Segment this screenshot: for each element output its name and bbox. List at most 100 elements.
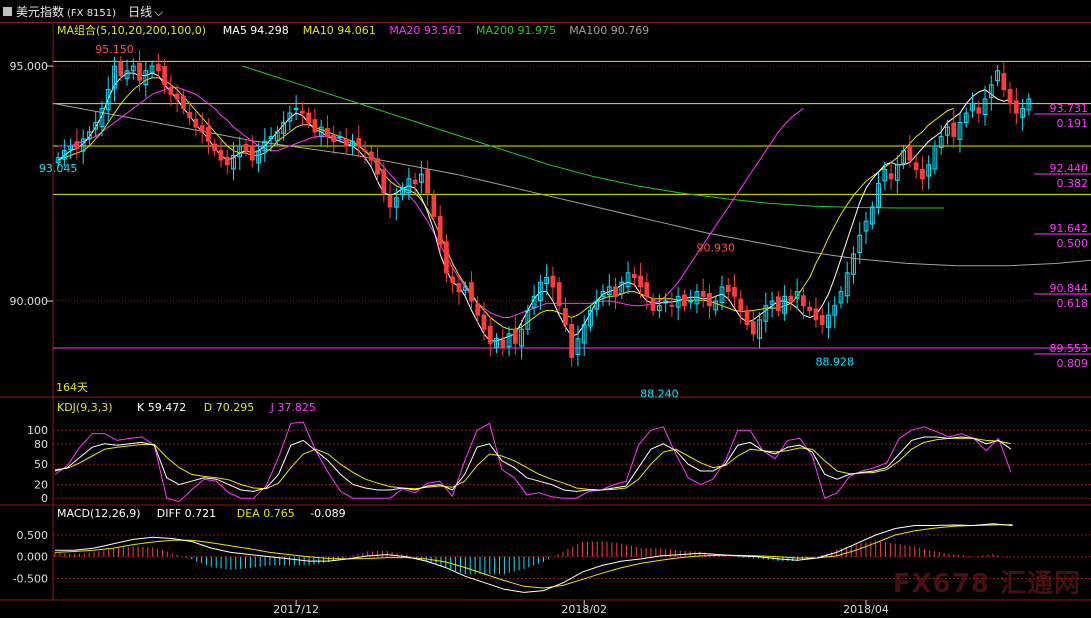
candle-body: [199, 125, 205, 133]
candle-body: [757, 319, 762, 339]
candle-body: [876, 183, 881, 208]
candle-body: [719, 286, 725, 303]
price-annotation: 90.930: [696, 241, 735, 254]
candle-body: [581, 324, 587, 344]
candle-body: [588, 309, 593, 327]
kdj-j-line: [54, 421, 1012, 503]
candle-body: [788, 295, 794, 302]
candle-body: [569, 324, 575, 358]
candle-body: [300, 110, 305, 114]
candle-body: [249, 145, 255, 161]
candle-body: [807, 306, 813, 311]
bars-count-label: 164天: [56, 381, 88, 394]
candle-body: [982, 98, 988, 115]
price-annotation: 88.928: [815, 355, 854, 368]
candle-body: [325, 128, 330, 138]
candle-body: [469, 282, 474, 302]
candle-body: [237, 145, 243, 158]
candle-body: [168, 87, 174, 95]
candle-body: [707, 293, 712, 307]
candle-body: [162, 66, 167, 86]
legend-item: -0.089: [310, 507, 345, 520]
candle-body: [882, 168, 888, 182]
candle-body: [575, 338, 581, 356]
candle-body: [819, 315, 825, 326]
candle-body: [512, 329, 518, 344]
candle-body: [763, 305, 769, 322]
candle-body: [262, 140, 268, 152]
candle-body: [137, 62, 142, 81]
candle-body: [143, 70, 149, 85]
symbol-code: (FX 8151): [67, 7, 117, 19]
candle-body: [650, 298, 656, 311]
macd-dea-line: [54, 524, 1013, 589]
time-tick-label: 2017/12: [273, 603, 319, 616]
macd-tick-label: -0.500: [13, 572, 48, 585]
candle-body: [444, 241, 449, 274]
candle-body: [287, 112, 293, 122]
price-tick-label: 90.000: [10, 295, 49, 308]
period-label: 日线: [128, 4, 153, 19]
legend-item: MA200 91.975: [476, 24, 556, 37]
fib-level-value: 89.553: [1050, 342, 1089, 355]
candle-body: [412, 179, 418, 185]
candle-body: [926, 164, 932, 177]
fib-level-ratio: 0.809: [1057, 357, 1089, 370]
macd-diff-line: [55, 523, 1013, 593]
candle-body: [920, 168, 925, 180]
candle-body: [669, 304, 675, 307]
candle-body: [187, 112, 193, 119]
candle-body: [500, 339, 506, 349]
legend-item: MA10 94.061: [303, 24, 376, 37]
candle-body: [826, 314, 831, 328]
candle-body: [732, 286, 737, 297]
fib-level-ratio: 0.618: [1057, 297, 1089, 310]
candle-body: [957, 121, 963, 140]
candle-body: [256, 150, 261, 164]
candle-body: [1007, 89, 1013, 105]
candle-body: [813, 308, 819, 321]
candle-body: [149, 65, 155, 73]
candle-body: [124, 70, 130, 79]
fib-level-ratio: 0.191: [1057, 117, 1089, 130]
candle-body: [750, 321, 756, 335]
candle-body: [769, 300, 775, 305]
candle-body: [951, 122, 957, 138]
candle-body: [506, 333, 512, 348]
price-annotation: 88.240: [640, 388, 679, 401]
candle-body: [356, 137, 362, 147]
candle-body: [387, 195, 393, 208]
candle-body: [688, 300, 694, 303]
ma200-line: [242, 65, 944, 209]
candle-body: [656, 305, 662, 311]
price-annotation: 95.150: [95, 43, 134, 56]
kdj-k-line: [54, 436, 1012, 492]
candle-body: [901, 150, 906, 164]
candle-body: [725, 285, 731, 293]
candle-body: [155, 64, 161, 72]
candle-body: [995, 70, 1000, 82]
candle-body: [481, 314, 487, 330]
candle-body: [418, 173, 424, 183]
candle-body: [381, 169, 387, 194]
candle-body: [494, 338, 499, 349]
chevron-down-icon: ⌵: [154, 4, 164, 19]
candle-body: [945, 126, 950, 136]
symbol-name[interactable]: 美元指数 (FX 8151): [16, 4, 117, 19]
candle-body: [80, 138, 86, 152]
candle-body: [306, 112, 312, 123]
candle-body: [976, 107, 982, 114]
candle-body: [437, 215, 443, 246]
candle-body: [174, 93, 180, 100]
title-bar: 美元指数 (FX 8151) 日线 ⌵: [0, 0, 1091, 23]
candle-body: [1026, 98, 1032, 111]
candle-body: [105, 89, 111, 111]
candle-body: [744, 309, 750, 326]
candle-body: [400, 187, 405, 196]
period-selector[interactable]: 日线 ⌵: [128, 3, 163, 20]
fib-level-value: 93.731: [1050, 102, 1089, 115]
legend-item: MA5 94.298: [223, 24, 289, 37]
time-tick-label: 2018/02: [561, 603, 607, 616]
candle-body: [224, 156, 230, 166]
